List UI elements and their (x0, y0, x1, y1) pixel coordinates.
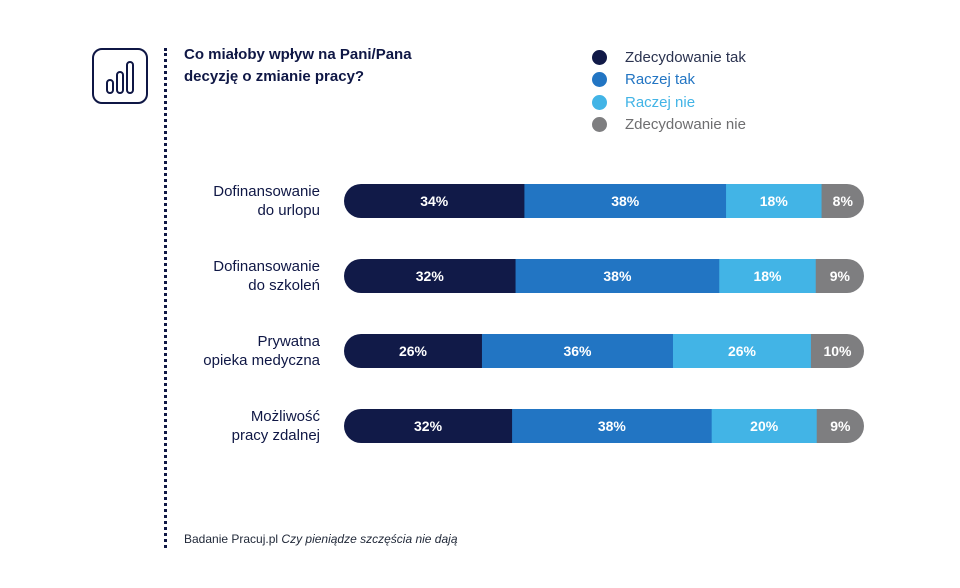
bar-segment (344, 334, 483, 368)
legend-swatch (592, 117, 607, 133)
row-label-line: Możliwość (251, 408, 321, 425)
legend-label: Raczej nie (625, 93, 696, 111)
bar-chart-icon (92, 48, 148, 104)
chart-title-line-1: Co miałoby wpływ na Pani/Pana (184, 46, 412, 63)
legend-label: Raczej tak (625, 71, 696, 89)
bar-segment (524, 184, 727, 218)
bar-value-label: 18% (760, 193, 789, 209)
legend-item-raczej-nie: Raczej nie (592, 91, 746, 114)
bar-segment (344, 409, 513, 443)
bar-value-label: 38% (603, 268, 632, 284)
legend-label: Zdecydowanie tak (625, 48, 746, 66)
bar-value-label: 38% (598, 418, 627, 434)
chart-title-line-2: decyzję o zmianie pracy? (184, 68, 365, 85)
row-label-line: do urlopu (257, 202, 320, 219)
legend-swatch (592, 94, 607, 110)
bar-segment (816, 409, 864, 443)
report-name: Czy pieniądze szczęścia nie dają (281, 532, 458, 546)
bar-segment (719, 259, 817, 293)
source-footer: Badanie Pracuj.pl Czy pieniądze szczęści… (184, 532, 458, 546)
stacked-bar (344, 334, 864, 368)
row-label: Możliwość pracy zdalnej (232, 408, 321, 444)
bar-segment (344, 184, 525, 218)
bar-value-label: 9% (830, 268, 851, 284)
bar-value-label: 32% (416, 268, 445, 284)
chart-legend: Zdecydowanie tak Raczej tak Raczej nie Z… (592, 46, 746, 136)
bar-value-label: 10% (823, 343, 852, 359)
row-label: Dofinansowanie do szkoleń (213, 258, 320, 294)
bar-value-label: 26% (399, 343, 428, 359)
row-label-line: opieka medyczna (203, 352, 320, 369)
legend-label: Zdecydowanie nie (625, 116, 746, 134)
stacked-bar (344, 184, 864, 218)
legend-item-zdecydowanie-nie: Zdecydowanie nie (592, 114, 746, 137)
legend-swatch (592, 72, 607, 88)
bar-segment (672, 334, 812, 368)
row-label: Dofinansowanie do urlopu (213, 183, 320, 219)
bar-segment (481, 334, 674, 368)
bar-segment (815, 259, 864, 293)
bar-segment (344, 259, 517, 293)
bar-value-label: 18% (753, 268, 782, 284)
row-label-line: Prywatna (257, 333, 320, 350)
source-name: Badanie Pracuj.pl (184, 532, 279, 546)
bar-value-label: 26% (728, 343, 757, 359)
stacked-bar (344, 409, 864, 443)
dotted-divider (164, 48, 167, 548)
bar-segment (810, 334, 864, 368)
bar-value-label: 8% (833, 193, 854, 209)
row-label-line: do szkoleń (248, 277, 320, 294)
bar-value-label: 9% (830, 418, 851, 434)
stacked-bar (344, 259, 864, 293)
bar-value-label: 38% (611, 193, 640, 209)
bar-segment (726, 184, 823, 218)
bar-segment (515, 259, 720, 293)
legend-item-zdecydowanie-tak: Zdecydowanie tak (592, 46, 746, 69)
bar-segment (821, 184, 864, 218)
bar-value-label: 34% (420, 193, 449, 209)
row-label-line: pracy zdalnej (232, 427, 320, 444)
row-label-line: Dofinansowanie (213, 183, 320, 200)
row-label-line: Dofinansowanie (213, 258, 320, 275)
bar-value-label: 32% (414, 418, 443, 434)
bar-segment (711, 409, 818, 443)
bar-value-label: 20% (750, 418, 779, 434)
chart-title: Co miałoby wpływ na Pani/Pana decyzję o … (184, 44, 464, 88)
legend-swatch (592, 49, 607, 65)
bar-segment (512, 409, 713, 443)
bar-value-label: 36% (563, 343, 592, 359)
legend-item-raczej-tak: Raczej tak (592, 69, 746, 92)
row-label: Prywatna opieka medyczna (203, 333, 320, 369)
